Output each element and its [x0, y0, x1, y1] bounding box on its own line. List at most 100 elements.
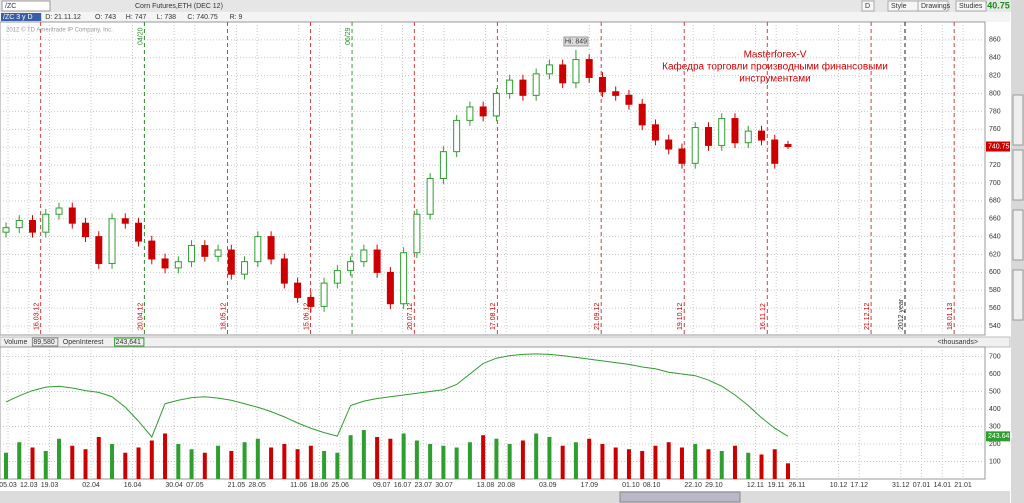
- symbol-box[interactable]: [1, 0, 51, 12]
- header-box: [31, 337, 59, 347]
- x-tick-label: 11.06: [290, 482, 307, 489]
- info-item: H: 747: [126, 14, 147, 21]
- candle-body: [466, 106, 474, 121]
- copyright: 2012 © TD Ameritrade IP Company, Inc.: [6, 27, 113, 34]
- x-tick-label: 21.01: [954, 482, 972, 489]
- volume-bar: [759, 454, 764, 479]
- y-tick-label: 680: [989, 198, 1001, 205]
- y-tick-label: 500: [989, 388, 1001, 395]
- candle-body: [453, 119, 461, 153]
- volume-bar: [786, 463, 790, 479]
- volume-bar: [666, 442, 671, 479]
- volume-bar: [547, 436, 552, 479]
- y-tick-label: 620: [989, 251, 1001, 258]
- x-tick-label: 19.03: [41, 482, 59, 489]
- x-tick-label: 17.09: [581, 482, 599, 489]
- candle-body: [307, 296, 315, 307]
- volume-bar: [719, 450, 724, 479]
- y-tick-label: 300: [989, 423, 1001, 430]
- volume-bar: [189, 449, 194, 479]
- candle-body: [612, 91, 620, 96]
- x-tick-label: 21.05: [228, 482, 246, 489]
- candle-body: [691, 127, 699, 164]
- volume-bar: [494, 438, 499, 479]
- candle-body: [333, 270, 341, 284]
- volume-bar: [269, 447, 274, 479]
- volume-bar: [123, 452, 128, 479]
- side-tab[interactable]: [1012, 269, 1024, 321]
- side-tab[interactable]: [1012, 94, 1024, 146]
- candle-body: [320, 282, 328, 307]
- scroll-thumb[interactable]: [619, 491, 741, 503]
- candle-body: [704, 127, 712, 146]
- candle-body: [108, 218, 116, 264]
- side-tab-group: [1012, 94, 1024, 321]
- side-tab[interactable]: [1012, 149, 1024, 201]
- y-tick-label: 860: [989, 37, 1001, 44]
- x-tick-label: 13.08: [477, 482, 495, 489]
- volume-bar: [57, 438, 62, 479]
- event-label: 16.03.12: [33, 303, 40, 330]
- candle-body: [413, 213, 421, 254]
- candle-body: [95, 236, 103, 264]
- toolbar-button[interactable]: [955, 0, 987, 12]
- candle-body: [227, 249, 235, 275]
- x-tick-label: 30.04: [165, 482, 183, 489]
- candle-body: [400, 252, 408, 305]
- x-tick-label: 07.01: [913, 482, 931, 489]
- candle-body: [479, 106, 487, 117]
- oi-label: 243.641: [988, 433, 1013, 440]
- info-item: R: 9: [230, 14, 243, 21]
- x-tick-label: 10.12: [830, 482, 848, 489]
- volume-bar: [507, 443, 512, 479]
- volume-bar: [30, 447, 35, 479]
- candle-body: [280, 258, 288, 284]
- candle-body: [121, 218, 129, 224]
- description: Corn Futures,ETH (DEC 12): [135, 3, 223, 10]
- candle-body: [55, 207, 63, 215]
- volume-bar: [746, 452, 751, 479]
- candle-body: [82, 222, 90, 238]
- volume-bar: [587, 438, 592, 479]
- candle-body: [254, 236, 262, 263]
- volume-bar: [348, 435, 353, 479]
- candle-body: [678, 148, 686, 164]
- x-tick-label: 25.06: [331, 482, 349, 489]
- y-tick-label: 720: [989, 162, 1001, 169]
- header-box: [114, 337, 145, 347]
- x-tick-label: 08.10: [643, 482, 661, 489]
- volume-bar: [679, 447, 684, 479]
- candle-body: [161, 258, 169, 269]
- annotation: Кафедра торговли производными финансовым…: [662, 61, 888, 73]
- study-badge: [1, 13, 42, 21]
- scrollbar[interactable]: [0, 491, 1010, 503]
- event-label: 21.12.12: [864, 303, 871, 330]
- candle-body: [267, 236, 275, 260]
- volume-bar: [613, 447, 618, 479]
- volume-header-item: OpenInterest: [63, 339, 104, 346]
- y-tick-label: 100: [989, 458, 1001, 465]
- event-label: 19.10.12: [677, 303, 684, 330]
- x-tick-label: 02.04: [82, 482, 100, 489]
- candle-body: [174, 261, 182, 269]
- volume-bar: [560, 445, 565, 479]
- last-badge: [986, 141, 1010, 152]
- y-tick-label: 820: [989, 73, 1001, 80]
- annotation: Masterforex-V: [744, 50, 807, 61]
- candle-body: [241, 261, 249, 275]
- volume-bar: [626, 449, 631, 479]
- toolbar-button[interactable]: [861, 0, 875, 12]
- x-tick-label: 09.07: [373, 482, 391, 489]
- volume-bar: [706, 449, 711, 479]
- x-tick-label: 16.07: [394, 482, 412, 489]
- side-tab[interactable]: [1012, 209, 1024, 261]
- volume-bar: [176, 443, 181, 479]
- event-label: 17.08.12: [490, 303, 497, 330]
- toolbar: [0, 0, 1024, 12]
- candle-body: [201, 245, 209, 257]
- info-bar: [0, 12, 1010, 22]
- last-label: 740.75: [988, 143, 1010, 150]
- volume-bar: [361, 429, 366, 479]
- candle-body: [638, 103, 646, 126]
- toolbar-button[interactable]: [917, 0, 949, 12]
